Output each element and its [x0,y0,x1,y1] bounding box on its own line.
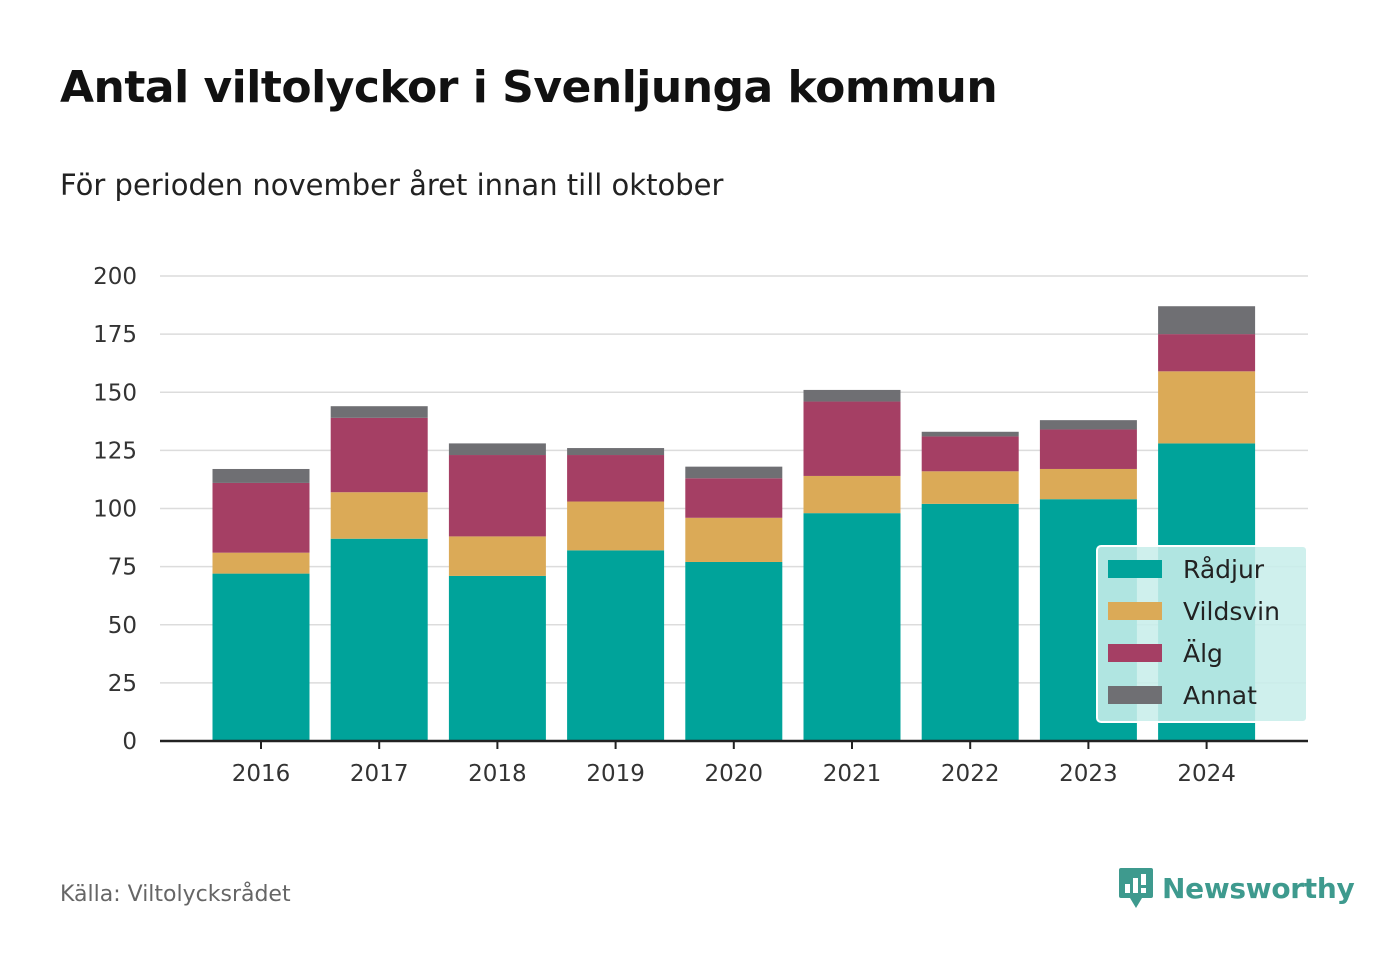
bar-segment [330,538,428,741]
chart-subtitle: För perioden november året innan till ok… [60,168,724,202]
legend-label: Annat [1183,681,1257,710]
legend-swatch [1108,560,1162,578]
y-tick-label: 125 [93,438,137,464]
bar-segment [1158,306,1256,335]
bar-segment [1158,371,1256,444]
y-axis-ticks: 0 25 50 75 100 125 150 175 200 [93,264,137,755]
x-tick-label: 2017 [350,761,409,787]
bar-segment [803,389,901,402]
bar-segment [212,482,310,553]
bar-segment [1039,429,1137,469]
bar-segment [448,575,546,741]
chart-title: Antal viltolyckor i Svenljunga kommun [60,62,998,113]
bar-segment [685,478,783,518]
legend-box [1096,545,1308,723]
newsworthy-logo-icon [1119,868,1153,908]
bar-segment [1158,334,1256,372]
bar-segment [330,492,428,539]
legend-swatch [1108,686,1162,704]
bar-segment [803,513,901,741]
bar-segment [212,573,310,741]
bars [212,306,1256,741]
bar-segment [212,468,310,483]
bar-segment [567,455,665,502]
x-tick-label: 2021 [823,761,882,787]
legend-swatch [1108,602,1162,620]
y-tick-label: 25 [108,671,137,697]
x-tick-label: 2016 [232,761,291,787]
bar-segment [685,561,783,741]
x-axis-ticks: 2016 2017 2018 2019 2020 2021 2022 2023 2024 [232,741,1236,787]
y-tick-label: 150 [93,380,137,406]
y-tick-label: 75 [108,555,137,581]
legend-label: Rådjur [1183,555,1265,584]
bar-segment [448,536,546,576]
brand-name: Newsworthy [1162,871,1355,905]
bar-segment [330,406,428,418]
y-tick-label: 200 [93,264,137,290]
y-tick-label: 0 [122,729,137,755]
bar-segment [212,552,310,574]
y-tick-label: 50 [108,613,137,639]
bar-segment [1039,468,1137,500]
bar-segment [921,431,1019,437]
bar-segment [567,550,665,741]
brand-logo[interactable]: Newsworthy [1118,866,1355,910]
x-tick-label: 2023 [1059,761,1118,787]
bar-segment [803,401,901,476]
bar-segment [567,448,665,456]
legend: Rådjur Vildsvin Älg Annat [1096,545,1308,723]
bar-segment [685,517,783,562]
bar-segment [330,417,428,493]
bar-segment [1039,420,1137,430]
bar-segment [803,475,901,514]
bar-segment [921,436,1019,472]
x-tick-label: 2024 [1177,761,1236,787]
x-tick-label: 2020 [705,761,764,787]
bar-segment [448,455,546,537]
legend-swatch [1108,644,1162,662]
bar-segment [921,471,1019,504]
bar-segment [448,443,546,456]
y-tick-label: 100 [93,497,137,523]
bar-segment [685,466,783,479]
x-tick-label: 2019 [586,761,645,787]
legend-label: Vildsvin [1183,597,1280,626]
x-tick-label: 2018 [468,761,527,787]
bar-segment [567,501,665,551]
x-tick-label: 2022 [941,761,1000,787]
bar-segment [921,503,1019,741]
y-tick-label: 175 [93,322,137,348]
legend-label: Älg [1183,639,1223,668]
source-note: Källa: Viltolycksrådet [60,882,291,907]
